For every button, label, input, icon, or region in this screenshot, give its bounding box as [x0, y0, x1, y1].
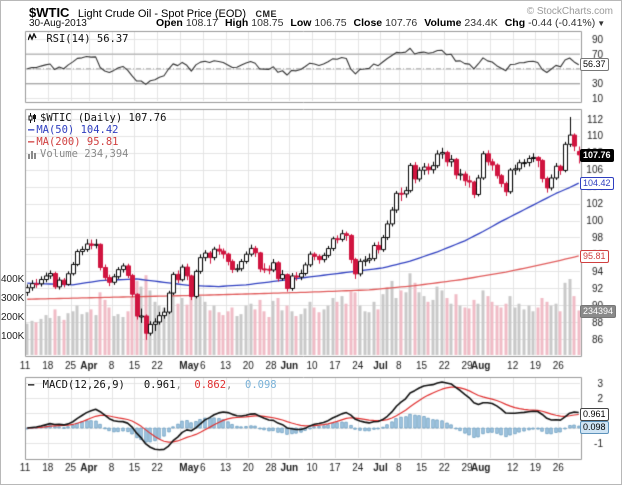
header-line1: $WTIC Light Crude Oil - Spot Price (EOD)… — [29, 4, 277, 22]
macd-hist-value: 0.098 — [245, 379, 277, 391]
chart-date: 30-Aug-2013 — [29, 18, 87, 29]
ma200-line-icon: — — [28, 136, 35, 148]
field-label-chg: Chg — [504, 17, 526, 29]
macd-legend: — MACD(12,26,9) 0.961, 0.862, 0.098 — [28, 379, 277, 391]
field-label-open: Open — [156, 17, 183, 29]
field-value-chg: -0.44 (-0.41%) — [528, 17, 596, 29]
field-label-volume: Volume — [424, 17, 462, 29]
macd-signal-value: 0.862 — [194, 379, 227, 391]
ma200-value-bubble: 95.81 — [580, 250, 609, 263]
rsi-line-icon — [27, 32, 37, 41]
macd-value: 0.961 — [143, 379, 176, 391]
field-label-close: Close — [353, 17, 383, 29]
ma50-legend: MA(50) 104.42 — [36, 124, 119, 136]
main-legend: $WTIC (Daily) 107.76 — MA(50) 104.42 — MA(… — [28, 112, 166, 160]
ticker-symbol: $WTIC — [29, 5, 70, 20]
rsi-legend-label: RSI(14) 56.37 — [46, 33, 129, 45]
volume-axis-400k: 400K — [1, 274, 25, 285]
chart-title: Light Crude Oil - Spot Price (EOD) — [77, 8, 247, 20]
rsi-value-bubble: 56.37 — [580, 58, 609, 71]
header-line2: 30-Aug-2013 Open 108.17 High 108.75 Low 106.75… — [29, 17, 605, 29]
field-value-low: 106.75 — [314, 17, 347, 29]
macd-line-icon: — — [28, 379, 35, 391]
ohlc-summary: Open 108.17 High 108.75 Low 106.75 Close 107.76… — [149, 17, 605, 29]
copyright: © StockCharts.com — [526, 6, 613, 17]
field-label-high: High — [224, 17, 249, 29]
candlestick-icon — [28, 113, 36, 123]
volume-legend: Volume 234,394 — [40, 148, 129, 160]
field-label-low: Low — [290, 17, 312, 29]
volume-axis-300k: 300K — [1, 293, 25, 304]
field-value-close: 107.76 — [385, 17, 418, 29]
exchange-label: CME — [255, 9, 277, 19]
field-value-open: 108.17 — [185, 17, 218, 29]
field-value-volume: 234.4K — [464, 17, 498, 29]
macd-value-bubble: 0.961 — [580, 408, 609, 421]
volume-bars-icon — [28, 150, 36, 159]
ma200-legend: MA(200) 95.81 — [36, 136, 119, 148]
ma50-line-icon: — — [28, 124, 35, 136]
volume-axis-200k: 200K — [1, 312, 25, 323]
close-price-bubble: 107.76 — [580, 149, 614, 162]
macd-hist-bubble: 0.098 — [580, 421, 609, 434]
rsi-legend: RSI(14) 56.37 — [27, 32, 129, 45]
main-legend-symbol: $WTIC (Daily) 107.76 — [40, 112, 167, 124]
field-value-high: 108.75 — [251, 17, 284, 29]
chg-down-arrow-icon: ▼ — [597, 19, 606, 28]
ma50-value-bubble: 104.42 — [580, 177, 614, 190]
volume-value-bubble: 234394 — [580, 305, 617, 318]
volume-axis-100k: 100K — [1, 331, 25, 342]
macd-legend-label: MACD(12,26,9) — [42, 379, 125, 391]
